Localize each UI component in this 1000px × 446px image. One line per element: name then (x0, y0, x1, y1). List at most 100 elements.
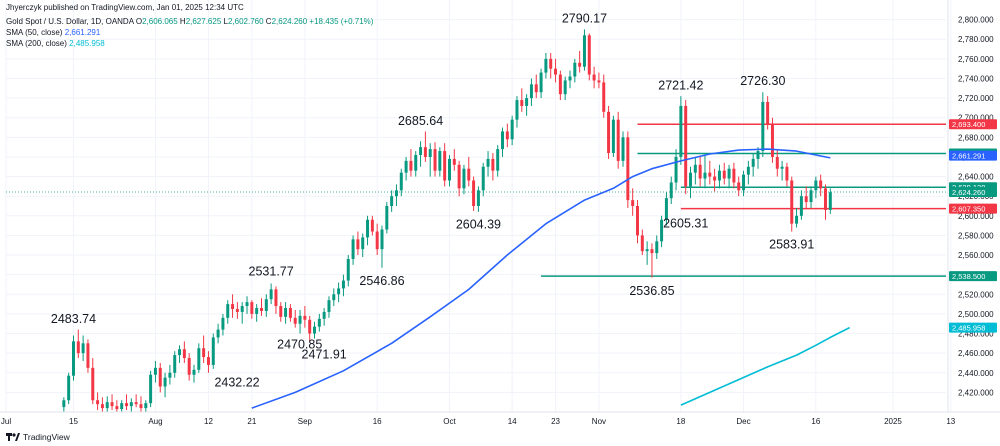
publisher-text: Jhyerczyk published on TradingView.com, … (6, 3, 244, 12)
candle-body (795, 215, 799, 224)
candle-body (664, 198, 668, 220)
candle-body (819, 180, 823, 189)
candle-body (756, 151, 760, 159)
price-tick-label: 2,780.000 (958, 35, 994, 44)
horizontal-levels[interactable] (6, 123, 946, 277)
sma50-line (251, 148, 831, 409)
candle-body (650, 249, 654, 254)
level-price-tag[interactable]: 2,693.400 (949, 119, 997, 130)
candle-up (717, 164, 721, 189)
candle-body (573, 62, 577, 77)
candle-body (153, 367, 157, 375)
candle-body (317, 318, 321, 327)
candle-down (650, 243, 654, 278)
price-tick-label: 2,420.000 (958, 388, 994, 397)
candle-body (202, 348, 206, 358)
candle-up (192, 364, 196, 383)
price-annotation: 2726.30 (740, 74, 785, 88)
candle-body (732, 168, 736, 183)
level-price-tag[interactable]: 2,607.350 (949, 203, 997, 214)
candle-body (520, 100, 524, 106)
sma200-legend[interactable]: SMA (200, close) 2,485.958 (6, 39, 105, 49)
candle-body (655, 241, 659, 254)
price-tick-label: 2,500.000 (958, 310, 994, 319)
price-annotation: 2483.74 (51, 312, 96, 326)
candle-down (578, 51, 582, 73)
price-tick-label: 2,520.000 (958, 290, 994, 299)
candle-body (751, 158, 755, 167)
candle-down (732, 162, 736, 189)
candle-body (279, 306, 283, 317)
candle-up (284, 302, 288, 324)
indicator-price-tag[interactable]: 2,624.260 (949, 187, 997, 198)
candle-body (341, 280, 345, 289)
candle-body (587, 35, 591, 75)
time-tick-label: Sep (298, 417, 313, 426)
tradingview-branding[interactable]: TradingView (6, 432, 70, 442)
candle-up (269, 283, 273, 305)
price-tag-box (949, 150, 997, 161)
indicator-price-tag[interactable]: 2,485.958 (949, 322, 997, 333)
candle-body (327, 300, 331, 312)
price-annotation: 2721.42 (658, 79, 703, 93)
candle-up (322, 308, 326, 326)
candle-body (486, 158, 490, 167)
candle-up (563, 76, 567, 101)
candle-body (544, 58, 548, 73)
candle-body (457, 164, 461, 189)
time-axis[interactable]: Jul 15 Aug 12 21 Sep 16 Oct 14 23 Nov 18 Dec 16 2025 13 (0, 411, 1000, 426)
candle-body (621, 137, 625, 161)
candle-down (823, 184, 827, 220)
candle-body (491, 158, 495, 171)
candle-up (814, 176, 818, 199)
candle-body (814, 180, 818, 191)
candle-up (496, 145, 500, 177)
candle-body (197, 348, 201, 370)
level-price-tag[interactable]: 2,538.500 (949, 271, 997, 282)
candle-up (240, 302, 244, 324)
candle-body (298, 315, 302, 324)
price-tick-label: 2,700.000 (958, 114, 994, 123)
price-annotation: 2790.17 (562, 11, 607, 25)
candle-up (385, 202, 389, 234)
candle-body (809, 190, 813, 203)
price-tick-label: 2,560.000 (958, 251, 994, 260)
sma50-legend[interactable]: SMA (50, close) 2,661.291 (6, 28, 100, 38)
price-axis[interactable]: 2,420.000 2,440.000 2,460.000 2,480.000 2,50… (947, 0, 997, 412)
candle-up (419, 141, 423, 167)
candle-down (607, 105, 611, 159)
candle-up (481, 162, 485, 197)
candle-up (525, 94, 529, 116)
candle-down (274, 286, 278, 314)
time-tick-label: 21 (247, 417, 256, 426)
candle-body (631, 200, 635, 206)
candle-down (288, 304, 292, 322)
candle-body (226, 304, 230, 318)
candle-body (549, 58, 553, 69)
candle-up (664, 192, 668, 226)
sma200-value: 2,485.958 (69, 39, 105, 48)
tradingview-logo-icon (6, 433, 20, 441)
time-tick-label: Jul (1, 417, 11, 426)
price-tick-label: 2,680.000 (958, 133, 994, 142)
candle-up (366, 215, 370, 246)
candle-up (341, 274, 345, 297)
candle-down (206, 351, 210, 373)
price-tick-label: 2,460.000 (958, 349, 994, 358)
candle-up (703, 154, 707, 189)
candle-body (255, 308, 259, 314)
candle-body (423, 147, 427, 157)
price-tick-label: 2,800.000 (958, 16, 994, 25)
candle-down (110, 394, 114, 411)
candle-body (433, 149, 437, 171)
candle-body (452, 158, 456, 165)
candle-up (153, 360, 157, 383)
candle-down (722, 162, 726, 185)
time-tick-label: 18 (676, 417, 685, 426)
indicator-price-tag[interactable]: 2,661.291 (949, 150, 997, 161)
candle-body (698, 164, 702, 179)
candle-body (722, 170, 726, 179)
price-tick-label: 2,480.000 (958, 330, 994, 339)
candle-body (182, 349, 186, 359)
